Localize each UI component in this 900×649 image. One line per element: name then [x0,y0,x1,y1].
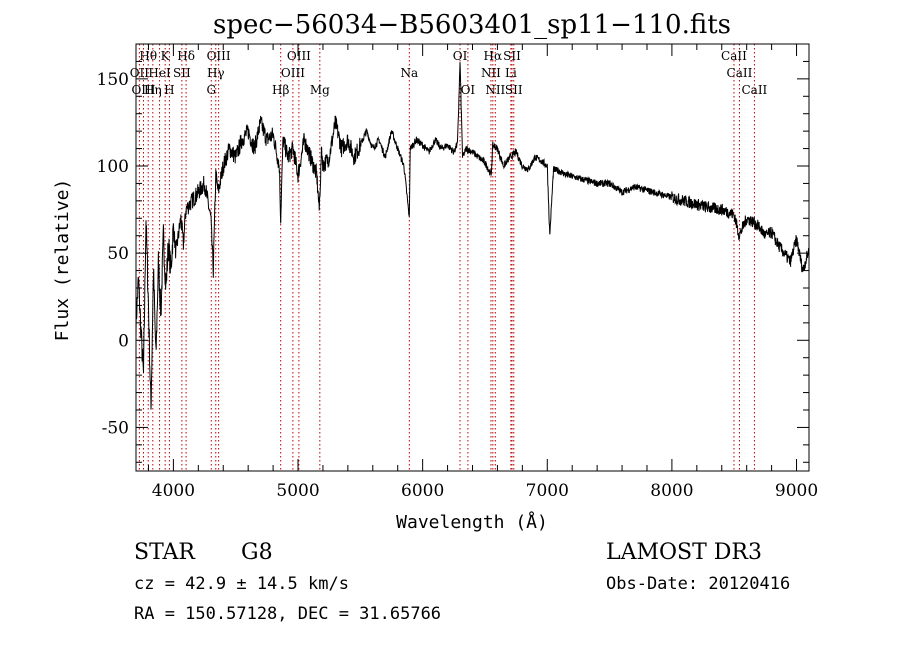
y-tick-label-4: 150 [97,70,129,90]
x-axis-label: Wavelength (Å) [396,511,548,533]
line-label-13: OIII [281,66,305,80]
line-label-21: G [206,83,216,97]
line-label-27: CaII [741,83,767,97]
emission-line-markers [138,44,755,471]
observation-date: Obs-Date: 20120416 [606,574,791,594]
axes: 4000 5000 6000 7000 8000 9000 -50 0 50 100 150 [97,43,818,501]
y-axis-label: Flux (relative) [52,179,73,342]
line-label-1: K [161,49,171,63]
line-label-3: OIII [207,49,231,63]
line-label-20: H [164,83,174,97]
y-tick-label-3: 100 [97,157,129,177]
line-label-15: NII [481,66,501,80]
line-label-9: OII [130,66,150,80]
line-label-26: SII [505,83,523,97]
line-label-5: OI [453,49,468,63]
chart-title: spec−56034−B5603401_sp11−110.fits [213,10,731,40]
x-tick-label-3: 7000 [526,481,569,501]
y-tick-label-0: -50 [102,418,129,438]
line-label-25: NII [485,83,505,97]
line-label-22: Hβ [272,83,289,97]
y-tick-label-2: 50 [107,244,129,264]
line-label-24: OI [461,83,476,97]
line-label-11: SII [173,66,191,80]
x-tick-label-4: 8000 [650,481,693,501]
plot-frame [135,43,810,472]
line-label-8: CaII [721,49,747,63]
line-label-10: HeI [148,66,171,80]
x-tick-label-5: 9000 [775,481,818,501]
line-label-14: Na [400,66,418,80]
line-label-17: CaII [727,66,753,80]
x-tick-label-0: 4000 [152,481,195,501]
spectrum-series [135,62,810,410]
line-label-4: OIII [287,49,311,63]
line-label-7: SII [503,49,521,63]
object-class: STAR [134,540,195,565]
x-tick-label-2: 6000 [401,481,444,501]
line-label-12: Hγ [207,66,225,80]
line-label-18: OIII [131,83,155,97]
object-subclass: G8 [241,540,273,565]
line-label-0: Hθ [139,49,157,63]
line-label-23: Mg [310,83,330,97]
line-label-2: Hδ [177,49,195,63]
line-label-19: Hη [144,83,162,97]
spectrum-trace [135,62,810,410]
survey-name: LAMOST DR3 [606,540,762,565]
line-label-6: Hα [484,49,503,63]
coordinates-readout: RA = 150.57128, DEC = 31.65766 [134,604,442,624]
line-label-16: Li [505,66,517,80]
velocity-readout: cz = 42.9 ± 14.5 km/s [134,574,349,594]
x-tick-label-1: 5000 [276,481,319,501]
y-tick-label-1: 0 [118,331,129,351]
